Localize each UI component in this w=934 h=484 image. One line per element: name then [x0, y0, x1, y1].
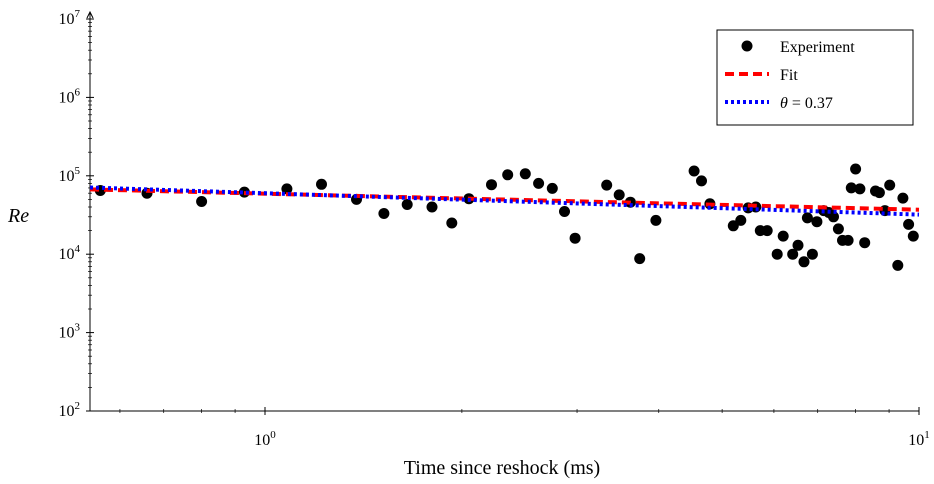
experiment-point: [502, 169, 514, 181]
x-tick-label: 100: [254, 429, 276, 449]
series-line-theta: [89, 185, 920, 217]
experiment-point: [907, 230, 919, 242]
experiment-point: [696, 175, 707, 187]
y-tick-exponent: 6: [75, 86, 81, 98]
experiment-point: [842, 234, 854, 246]
x-tick-base: 10: [908, 432, 924, 449]
experiment-point: [801, 212, 813, 224]
experiment-point: [486, 179, 497, 191]
legend-theta-label: θ = 0.37: [780, 95, 833, 112]
experiment-point: [832, 223, 844, 235]
experiment-point: [884, 179, 896, 191]
y-tick-exponent: 4: [75, 243, 81, 255]
experiment-point: [828, 211, 839, 223]
data-points: [94, 163, 919, 271]
y-tick-base: 10: [59, 403, 75, 420]
experiment-point: [569, 232, 581, 244]
legend-fit-label: Fit: [780, 67, 798, 84]
legend-theta-value: = 0.37: [788, 95, 833, 112]
experiment-point: [777, 230, 789, 242]
experiment-point: [446, 217, 458, 229]
experiment-point: [761, 225, 773, 237]
experiment-point: [859, 237, 871, 249]
y-tick-exponent: 2: [75, 400, 81, 412]
y-tick-label: 102: [59, 400, 81, 420]
experiment-point: [688, 165, 700, 177]
experiment-point: [316, 178, 327, 190]
experiment-point: [533, 177, 545, 189]
x-tick-base: 10: [254, 432, 270, 449]
experiment-point: [897, 192, 909, 204]
experiment-point: [378, 208, 390, 219]
y-tick-label: 107: [59, 8, 81, 28]
y-tick-exponent: 7: [75, 8, 81, 20]
legend-theta-symbol: θ: [780, 95, 788, 112]
legend-experiment-marker: [741, 40, 753, 52]
experiment-point: [850, 163, 862, 175]
experiment-point: [650, 214, 662, 226]
y-axis-arrow: [86, 10, 94, 19]
experiment-point: [634, 253, 646, 265]
experiment-point: [892, 259, 904, 271]
experiment-point: [903, 218, 915, 230]
experiment-point: [401, 199, 413, 210]
experiment-point: [196, 196, 208, 207]
experiment-point: [854, 183, 866, 195]
experiment-point: [426, 201, 438, 213]
legend-experiment-label: Experiment: [780, 39, 855, 56]
experiment-point: [281, 183, 293, 195]
fit-lines: [89, 185, 920, 217]
experiment-point: [546, 182, 558, 194]
experiment-point: [845, 182, 857, 194]
experiment-point: [735, 214, 747, 226]
y-tick-label: 105: [59, 165, 81, 185]
y-tick-base: 10: [59, 89, 75, 106]
x-axis-title: Time since reshock (ms): [404, 457, 600, 479]
x-tick-exponent: 0: [270, 429, 276, 441]
experiment-point: [601, 179, 613, 191]
experiment-point: [613, 189, 625, 201]
y-tick-base: 10: [59, 325, 75, 342]
y-tick-exponent: 5: [75, 165, 81, 177]
x-tick-label: 101: [908, 429, 930, 449]
y-tick-base: 10: [59, 168, 75, 185]
y-axis-title: Re: [7, 205, 29, 227]
y-tick-label: 103: [59, 322, 81, 342]
experiment-point: [792, 239, 804, 251]
y-tick-label: 106: [59, 86, 81, 106]
x-tick-exponent: 1: [924, 429, 930, 441]
experiment-point: [787, 248, 799, 260]
legend: Experiment Fit θ = 0.37: [716, 29, 914, 126]
experiment-point: [873, 187, 885, 199]
experiment-point: [811, 216, 823, 228]
experiment-point: [559, 206, 570, 217]
experiment-point: [798, 256, 810, 268]
experiment-point: [771, 248, 783, 260]
experiment-point: [519, 168, 531, 180]
y-tick-exponent: 3: [75, 322, 81, 334]
experiment-point: [806, 248, 818, 260]
y-tick-base: 10: [59, 246, 75, 263]
y-tick-label: 104: [59, 243, 81, 263]
y-tick-base: 10: [59, 11, 75, 28]
